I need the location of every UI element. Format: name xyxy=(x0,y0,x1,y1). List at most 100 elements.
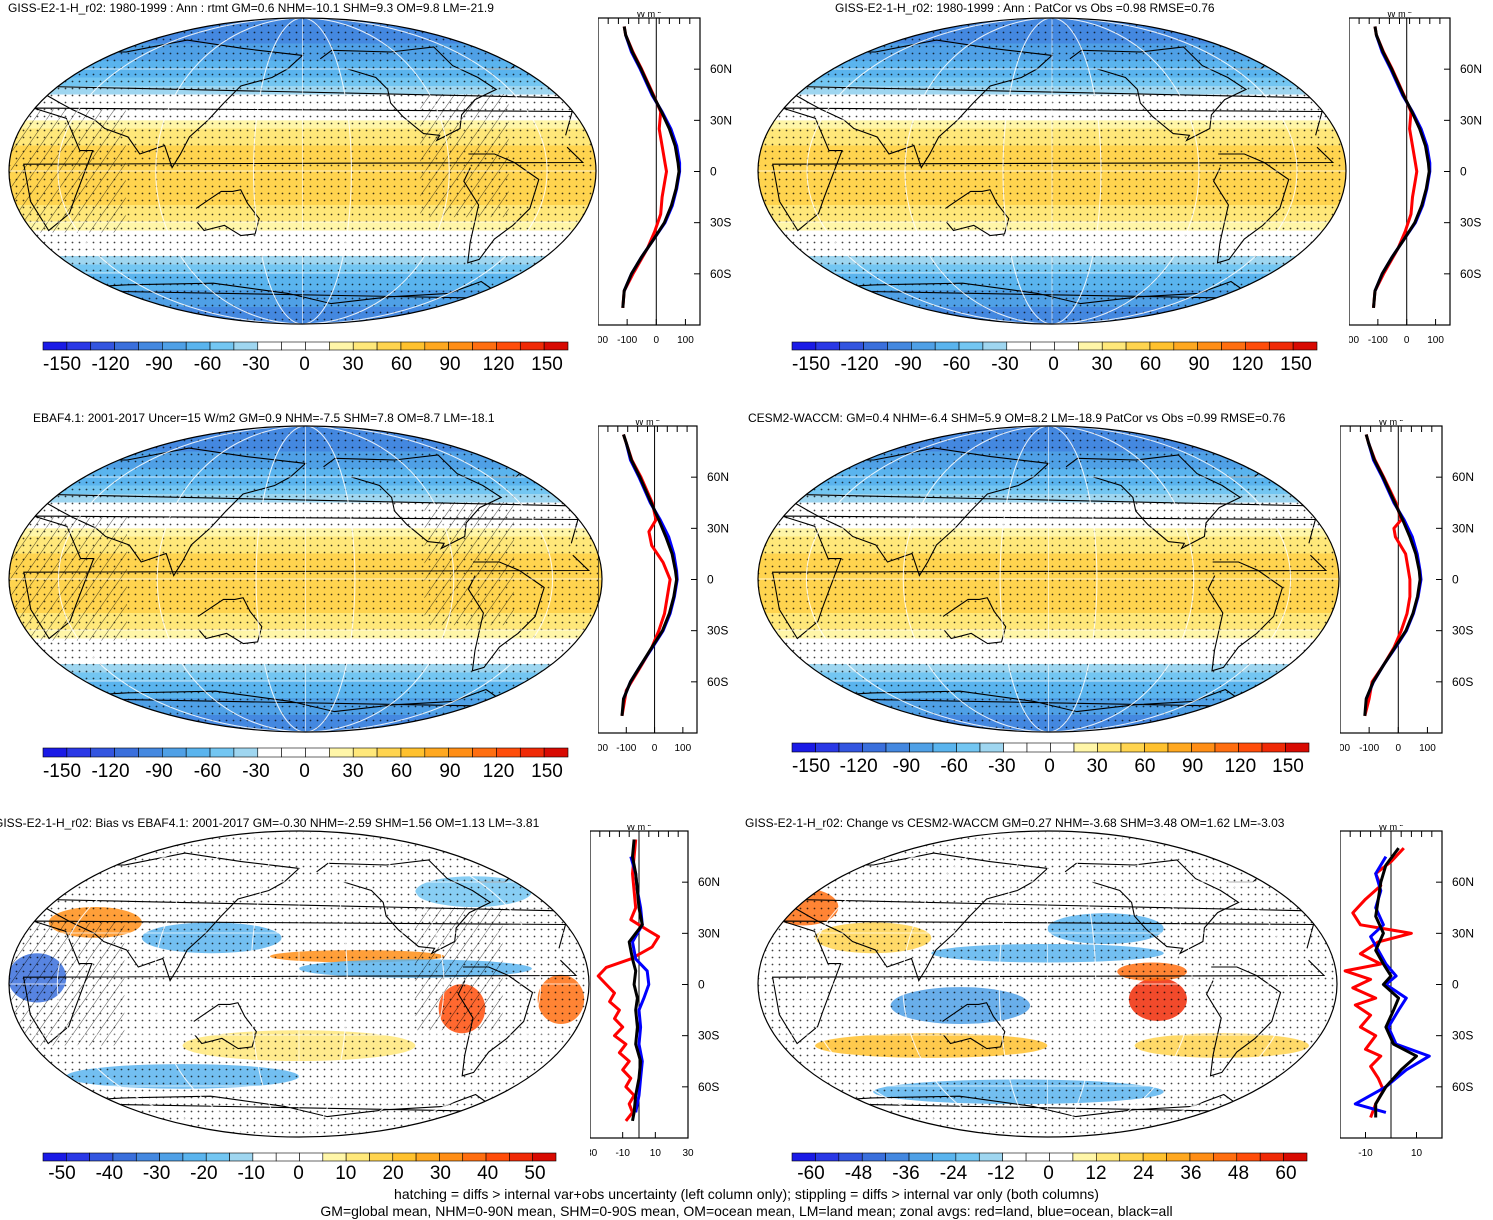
coastline xyxy=(942,1002,1006,1050)
zonal-ocean-line xyxy=(622,442,679,700)
colorbar-swatch xyxy=(424,341,449,351)
zonal-lat-label: 60N xyxy=(710,62,732,76)
colorbar-swatch xyxy=(1125,341,1151,351)
panel-title: CESM2-WACCM: GM=0.4 NHM=-6.4 SHM=5.9 OM=… xyxy=(748,411,1286,425)
zonal-all-line xyxy=(1363,434,1422,717)
colorbar-label: -150 xyxy=(42,354,82,375)
colorbar-label: -40 xyxy=(95,1163,124,1184)
colorbar-swatch xyxy=(1166,1152,1191,1162)
colorbar-swatch xyxy=(862,742,887,753)
colorbar xyxy=(791,1152,1308,1162)
colorbar-label: 150 xyxy=(1280,354,1312,375)
coastline xyxy=(193,1002,257,1050)
zonal-land-line xyxy=(1363,434,1412,717)
colorbar-swatch xyxy=(376,341,402,351)
zonal-mean-plot: W m-2 -200 -100 0 100 60N 30N 0 30S 60S xyxy=(598,12,732,346)
colorbar xyxy=(791,742,1310,753)
colorbar-swatch xyxy=(462,1152,487,1162)
colorbar-swatch xyxy=(978,1152,1003,1162)
colorbar-swatch xyxy=(400,341,426,351)
colorbar-swatch xyxy=(1078,341,1103,351)
colorbar-swatch xyxy=(791,1152,816,1162)
zonal-all-line xyxy=(620,434,679,717)
colorbar-swatch xyxy=(1142,1152,1167,1162)
colorbar-swatch xyxy=(934,341,960,351)
colorbar-swatch xyxy=(791,742,816,753)
colorbar xyxy=(791,341,1318,351)
colorbar-swatch xyxy=(352,341,378,351)
zonal-x-tick-label: 100 xyxy=(1427,335,1444,346)
colorbar-swatch xyxy=(329,341,354,351)
colorbar-label: -60 xyxy=(797,1163,825,1184)
zonal-lat-label: 60S xyxy=(707,675,728,689)
zonal-lat-label: 0 xyxy=(1452,573,1459,587)
zonal-lat-label: 0 xyxy=(1460,165,1467,179)
colorbar-swatch xyxy=(252,1152,277,1162)
zonal-ocean-line xyxy=(1353,855,1431,1114)
colorbar-swatch xyxy=(1073,742,1098,753)
zonal-x-tick-label: 0 xyxy=(1396,743,1402,754)
zonal-all-line xyxy=(621,26,681,309)
colorbar-label: 0 xyxy=(1044,756,1055,777)
zonal-unit: W m-2 xyxy=(1387,12,1412,19)
zonal-x-tick-label: -100 xyxy=(1359,743,1379,754)
colorbar-label: 12 xyxy=(1085,1163,1107,1184)
zonal-lat-label: 30S xyxy=(698,1029,719,1043)
colorbar-label: 30 xyxy=(1091,354,1113,375)
colorbar-label: -36 xyxy=(892,1163,920,1184)
colorbar-swatch xyxy=(1221,341,1246,351)
zonal-land-line xyxy=(1343,847,1413,1119)
colorbar-label: 30 xyxy=(342,354,364,375)
colorbar-swatch xyxy=(424,747,449,758)
zonal-x-tick-label: -100 xyxy=(616,743,636,754)
colorbar-swatch xyxy=(472,341,497,351)
colorbar-swatch xyxy=(839,341,864,351)
zonal-ocean-line xyxy=(622,34,682,292)
colorbar-swatch xyxy=(305,341,330,351)
colorbar-swatch xyxy=(66,1152,90,1162)
colorbar-swatch xyxy=(448,747,473,758)
colorbar-label: -120 xyxy=(91,761,130,782)
colorbar-swatch xyxy=(90,747,115,758)
coastline xyxy=(1207,561,1284,672)
colorbar-swatch xyxy=(1292,341,1318,351)
colorbar-label: 150 xyxy=(1272,756,1304,777)
zonal-lat-label: 0 xyxy=(707,573,714,587)
colorbar-swatch xyxy=(815,742,840,753)
zonal-mean-plot: W m-2 -200 -100 0 100 60N 30N 0 30S 60S xyxy=(1349,12,1482,346)
colorbar-swatch xyxy=(1238,742,1263,753)
map-field xyxy=(758,831,1337,1137)
colorbar-swatch xyxy=(1003,742,1028,753)
colorbar-label: -150 xyxy=(791,354,831,375)
colorbar-swatch xyxy=(392,1152,417,1162)
colorbar-label: 60 xyxy=(1134,756,1156,777)
zonal-lat-label: 60N xyxy=(1452,875,1474,889)
colorbar-swatch xyxy=(135,1152,160,1162)
colorbar-swatch xyxy=(1144,742,1169,753)
panel-title: EBAF4.1: 2001-2017 Uncer=15 W/m2 GM=0.9 … xyxy=(33,411,495,425)
colorbar-swatch xyxy=(815,341,841,351)
colorbar-swatch xyxy=(908,1152,933,1162)
colorbar-label: 0 xyxy=(1048,354,1059,375)
colorbar-label: 90 xyxy=(1188,354,1210,375)
footnote-line-2: GM=global mean, NHM=0-90N mean, SHM=0-90… xyxy=(320,1203,1173,1219)
zonal-x-tick-label: 100 xyxy=(1419,743,1436,754)
colorbar-swatch xyxy=(1259,1152,1284,1162)
colorbar-swatch xyxy=(112,1152,137,1162)
colorbar-label: 0 xyxy=(1043,1163,1054,1184)
colorbar-swatch xyxy=(1149,341,1175,351)
colorbar-label: 30 xyxy=(1086,756,1108,777)
zonal-lat-label: 0 xyxy=(1452,978,1459,992)
colorbar-swatch xyxy=(185,341,211,351)
colorbar-label: 60 xyxy=(1139,354,1162,375)
colorbar-swatch xyxy=(1030,341,1055,351)
colorbar-swatch xyxy=(1049,1152,1074,1162)
colorbar-swatch xyxy=(519,747,545,758)
colorbar-label: -90 xyxy=(145,354,173,375)
colorbar-label: 90 xyxy=(1182,756,1204,777)
colorbar-swatch xyxy=(275,1152,300,1162)
robinson-map xyxy=(8,830,590,1138)
colorbar-swatch xyxy=(1283,1152,1308,1162)
zonal-lat-label: 60S xyxy=(698,1080,719,1094)
colorbar-label: -24 xyxy=(939,1163,968,1184)
